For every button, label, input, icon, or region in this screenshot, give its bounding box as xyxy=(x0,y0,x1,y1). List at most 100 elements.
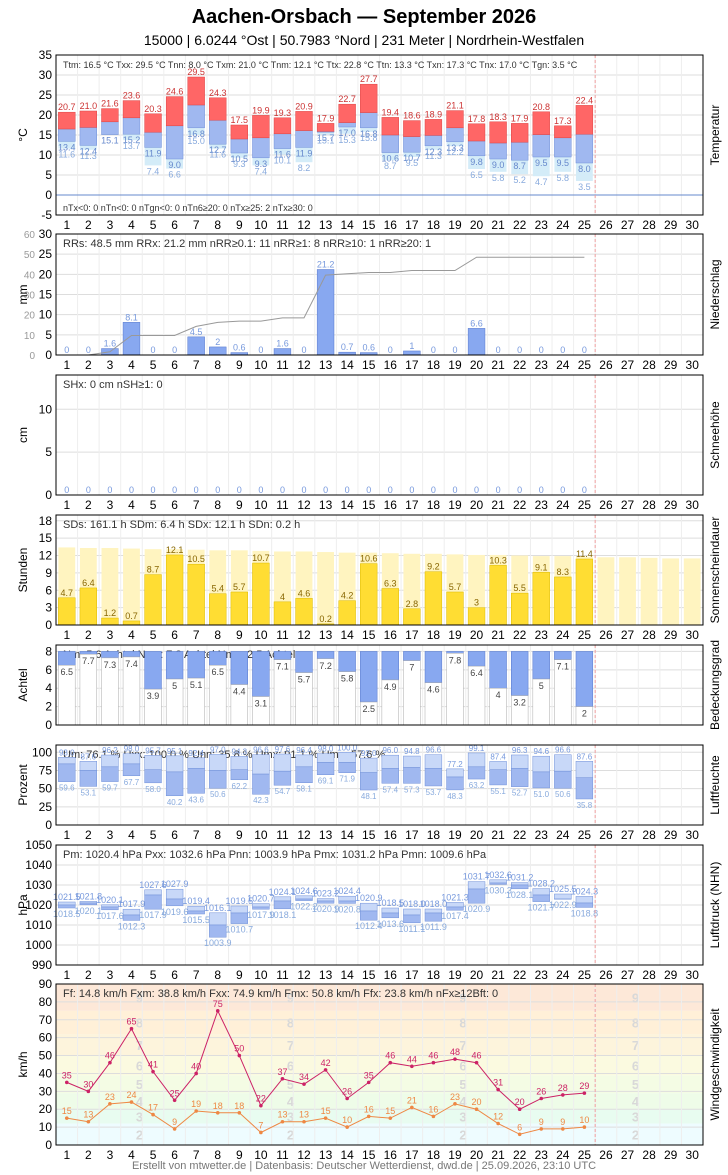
panel-title: Sonnenscheindauer xyxy=(708,517,722,624)
day-tick-label: 18 xyxy=(427,628,441,642)
tground-bar xyxy=(489,159,507,172)
y-tick-label: -5 xyxy=(41,208,52,222)
wind-point-Ff xyxy=(410,1105,414,1110)
pressure-min-label: 1021.7 xyxy=(527,903,555,913)
day-tick-label: 16 xyxy=(384,628,398,642)
wind-value-label: 18 xyxy=(213,1101,223,1111)
y-tick-label: 10 xyxy=(39,402,53,416)
wind-value-label: 23 xyxy=(105,1092,115,1102)
day-tick-label: 1 xyxy=(63,828,70,842)
tground-bar xyxy=(295,147,313,163)
day-tick-label: 28 xyxy=(642,218,656,232)
tground-label: 5.8 xyxy=(557,173,570,183)
y-tick-label: 0 xyxy=(45,818,52,832)
wind-point-Fx xyxy=(517,1107,522,1112)
beaufort-label: 9 xyxy=(136,990,143,1005)
pressure-upper-bar xyxy=(295,895,313,900)
humidity-lower-bar xyxy=(467,766,486,780)
day-tick-label: 1 xyxy=(63,498,70,512)
wind-value-label: 20 xyxy=(515,1097,525,1107)
cloud-label: 5 xyxy=(539,681,544,691)
pressure-upper-bar xyxy=(532,888,550,896)
tmax-bar xyxy=(575,105,594,135)
beaufort-label: 9 xyxy=(287,990,294,1005)
pressure-lower-bar xyxy=(144,894,162,910)
y-tick-label: 2 xyxy=(45,700,52,714)
pressure-max-label: 1020.7 xyxy=(247,894,275,904)
y-tick-label: 0 xyxy=(45,1138,52,1152)
day-tick-label: 22 xyxy=(513,968,527,982)
snow-label: 0 xyxy=(539,485,544,495)
tground-bar xyxy=(446,141,464,147)
day-tick-label: 6 xyxy=(171,498,178,512)
sunshine-bar xyxy=(554,576,572,626)
y-tick-label: 20 xyxy=(39,267,53,281)
wind-point-Ff xyxy=(366,1114,371,1119)
tground-label: 8.7 xyxy=(384,161,397,171)
y-tick-label: 30 xyxy=(39,68,53,82)
panel-wind: 2 2 2 23 3 3 34 4 4 45 5 5 56 6 6 67 7 7 78 8 8 89 9 9 901020304… xyxy=(16,977,722,1162)
tmin-label: 15.2 xyxy=(123,135,141,145)
tmin-label: 9.0 xyxy=(492,160,505,170)
wind-value-label: 28 xyxy=(558,1083,568,1093)
humidity-max-label: 87.6 xyxy=(577,752,593,761)
day-tick-label: 18 xyxy=(427,218,441,232)
day-tick-label: 30 xyxy=(686,828,700,842)
wind-value-label: 35 xyxy=(62,1070,72,1080)
day-tick-label: 13 xyxy=(319,358,333,372)
humidity-upper-bar xyxy=(424,754,443,769)
pressure-min-label: 1011.9 xyxy=(420,922,447,932)
cloud-bar xyxy=(424,651,443,683)
plot-frame xyxy=(55,844,704,966)
wind-value-label: 15 xyxy=(385,1106,395,1116)
day-tick-label: 10 xyxy=(254,498,268,512)
wind-point-Fx xyxy=(582,1091,587,1095)
wind-value-label: 46 xyxy=(105,1051,115,1061)
y-tick-label: 18 xyxy=(39,514,53,528)
y-tick-label: 5 xyxy=(45,445,52,459)
tmin-label: 16.8 xyxy=(360,129,378,139)
humidity-max-label: 94.3 xyxy=(232,747,248,756)
humidity-upper-bar xyxy=(554,754,572,772)
wind-value-label: 29 xyxy=(579,1081,589,1091)
tmin-label: 9.5 xyxy=(535,158,548,168)
day-tick-label: 21 xyxy=(491,968,505,982)
tground-bar xyxy=(166,159,184,169)
sunshine-label: 5.5 xyxy=(513,583,526,593)
y-tick-label: 15 xyxy=(39,128,53,142)
sunshine-bar xyxy=(489,565,507,626)
tmin-bar xyxy=(273,133,292,149)
day-tick-label: 17 xyxy=(405,358,419,372)
tmax-label: 22.7 xyxy=(338,94,356,104)
precipitation-bar xyxy=(316,269,335,356)
tmax-bar xyxy=(511,123,529,143)
tmax-bar xyxy=(58,111,76,130)
tmax-label: 17.9 xyxy=(511,113,529,123)
panel-cloud_cover: 02468AchtelBedeckungsgradNm: 5.6 Achtel … xyxy=(16,640,722,732)
pressure-max-label: 1017.9 xyxy=(118,899,146,909)
cloud-label: 6.4 xyxy=(470,668,483,678)
wind-point-Fx xyxy=(366,1080,371,1085)
tmax-bar xyxy=(79,110,98,128)
wind-value-label: 44 xyxy=(407,1054,417,1064)
cloud-label: 7.4 xyxy=(125,659,138,669)
day-tick-label: 16 xyxy=(384,1148,398,1162)
day-tick-label: 28 xyxy=(642,968,656,982)
humidity-upper-bar xyxy=(381,754,399,769)
pressure-max-label: 1031.2 xyxy=(506,873,534,883)
humidity-min-label: 62.2 xyxy=(232,782,248,791)
pressure-min-label: 1017.9 xyxy=(247,910,275,920)
tmax-label: 20.9 xyxy=(295,101,313,111)
y-tick-label: 3 xyxy=(45,601,52,615)
sunshine-bar xyxy=(122,620,141,626)
humidity-upper-bar xyxy=(511,754,529,769)
day-tick-label: 27 xyxy=(621,628,635,642)
day-tick-label: 10 xyxy=(254,968,268,982)
humidity-max-label: 96.0 xyxy=(382,746,398,755)
day-tick-label: 25 xyxy=(578,498,592,512)
wind-value-label: 17 xyxy=(148,1103,158,1113)
wind-value-label: 46 xyxy=(428,1051,438,1061)
day-tick-label: 4 xyxy=(128,968,135,982)
day-tick-label: 16 xyxy=(384,968,398,982)
sunshine-bar xyxy=(532,572,550,626)
